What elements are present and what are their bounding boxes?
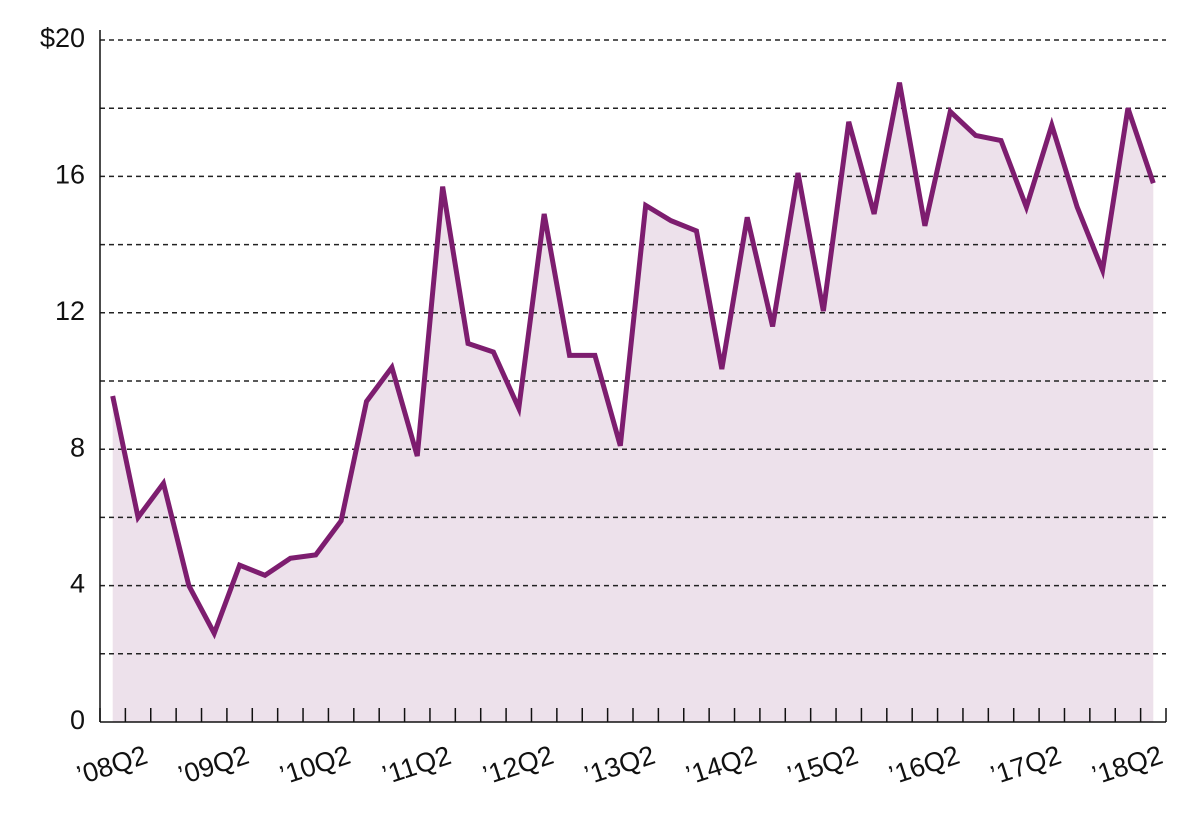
x-tick-label: ’16Q2 [885,740,963,791]
x-tick-label: ’12Q2 [479,740,557,791]
y-tick-label: $20 [40,23,85,53]
y-tick-label: 4 [70,569,85,599]
y-tick-label: 16 [55,160,85,190]
x-tick-label: ’13Q2 [581,740,659,791]
x-tick-label: ’09Q2 [175,740,253,791]
y-tick-label: 8 [70,432,85,462]
x-tick-label: ’10Q2 [276,740,354,791]
area [112,82,1154,722]
x-tick-label: ’15Q2 [784,740,862,791]
x-tick-label: ’18Q2 [1088,740,1166,791]
x-tick-label: ’17Q2 [987,740,1065,791]
x-tick-label: ’14Q2 [682,740,760,791]
line [110,82,1156,640]
y-tick-label: 0 [70,705,85,735]
x-tick-label: ’11Q2 [379,740,455,790]
x-tick-label: ’08Q2 [73,740,151,791]
y-tick-label: 12 [55,296,85,326]
